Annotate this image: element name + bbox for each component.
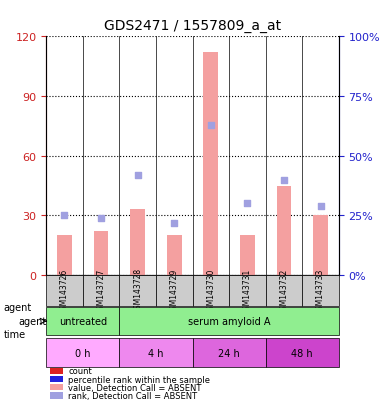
FancyBboxPatch shape (229, 275, 266, 306)
FancyBboxPatch shape (83, 275, 119, 306)
Point (61, 213, 68, 219)
FancyBboxPatch shape (156, 275, 192, 306)
Text: percentile rank within the sample: percentile rank within the sample (68, 375, 210, 384)
FancyBboxPatch shape (266, 338, 339, 367)
Bar (167, 236, 181, 275)
Point (171, 220, 177, 226)
Point (135, 172, 141, 179)
Point (281, 177, 287, 183)
Bar (50, 385, 63, 390)
Text: untreated: untreated (59, 316, 107, 326)
Text: value, Detection Call = ABSENT: value, Detection Call = ABSENT (68, 383, 201, 392)
FancyBboxPatch shape (192, 275, 229, 306)
Point (244, 201, 251, 207)
Text: 0 h: 0 h (75, 348, 90, 358)
Bar (50, 392, 63, 399)
Bar (276, 186, 291, 275)
Text: GSM143732: GSM143732 (280, 268, 288, 314)
Bar (313, 216, 328, 275)
Text: GSM143727: GSM143727 (97, 268, 105, 314)
Bar (50, 368, 63, 374)
Text: GDS2471 / 1557809_a_at: GDS2471 / 1557809_a_at (104, 19, 281, 33)
Bar (240, 236, 255, 275)
Bar (204, 53, 218, 275)
Bar (130, 210, 145, 275)
Bar (57, 236, 72, 275)
FancyBboxPatch shape (46, 338, 119, 367)
Text: GSM143728: GSM143728 (133, 268, 142, 314)
Bar (50, 376, 63, 382)
Point (318, 203, 324, 210)
Text: count: count (68, 367, 92, 375)
Text: 4 h: 4 h (148, 348, 164, 358)
FancyBboxPatch shape (46, 275, 83, 306)
FancyBboxPatch shape (46, 308, 119, 335)
Text: 48 h: 48 h (291, 348, 313, 358)
FancyBboxPatch shape (119, 275, 156, 306)
Text: 24 h: 24 h (218, 348, 240, 358)
Text: rank, Detection Call = ABSENT: rank, Detection Call = ABSENT (68, 391, 197, 400)
Text: agent: agent (18, 316, 46, 326)
FancyBboxPatch shape (266, 275, 302, 306)
Text: GSM143729: GSM143729 (170, 268, 179, 314)
Text: time: time (4, 330, 26, 339)
Point (208, 122, 214, 128)
FancyBboxPatch shape (192, 338, 266, 367)
Text: agent: agent (4, 303, 32, 313)
Text: GSM143731: GSM143731 (243, 268, 252, 314)
Bar (94, 232, 109, 275)
Point (98, 215, 104, 221)
Text: GSM143730: GSM143730 (206, 268, 215, 314)
Text: serum amyloid A: serum amyloid A (188, 316, 270, 326)
FancyBboxPatch shape (302, 275, 339, 306)
Text: GSM143726: GSM143726 (60, 268, 69, 314)
Text: GSM143733: GSM143733 (316, 268, 325, 314)
FancyBboxPatch shape (119, 338, 192, 367)
FancyBboxPatch shape (119, 308, 339, 335)
